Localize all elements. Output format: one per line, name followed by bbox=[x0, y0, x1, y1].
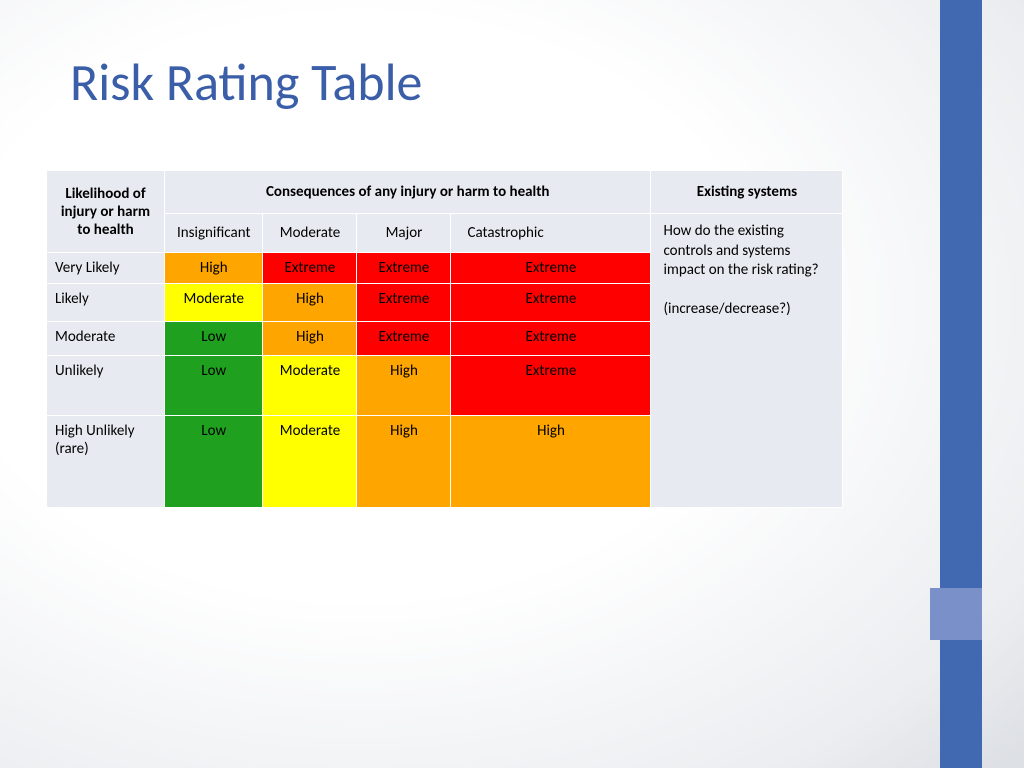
rating-4-0: Low bbox=[165, 416, 263, 508]
subheader-moderate: Moderate bbox=[263, 214, 357, 253]
rating-3-1: Moderate bbox=[263, 356, 357, 416]
rating-1-2: Extreme bbox=[357, 284, 451, 322]
subheader-insignificant: Insignificant bbox=[165, 214, 263, 253]
likelihood-row-1: Likely bbox=[47, 284, 165, 322]
rating-1-3: Extreme bbox=[451, 284, 651, 322]
risk-matrix-table: Likelihood of injury or harm to health C… bbox=[46, 170, 843, 508]
rating-0-0: High bbox=[165, 253, 263, 284]
header-consequences: Consequences of any injury or harm to he… bbox=[165, 171, 651, 214]
header-existing: Existing systems bbox=[651, 171, 843, 214]
rating-3-3: Extreme bbox=[451, 356, 651, 416]
header-likelihood: Likelihood of injury or harm to health bbox=[47, 171, 165, 253]
rating-1-0: Moderate bbox=[165, 284, 263, 322]
subheader-major: Major bbox=[357, 214, 451, 253]
side-accent bbox=[930, 588, 982, 640]
rating-2-2: Extreme bbox=[357, 322, 451, 356]
likelihood-row-0: Very Likely bbox=[47, 253, 165, 284]
existing-systems-text: How do the existing controls and systems… bbox=[651, 214, 843, 508]
rating-2-0: Low bbox=[165, 322, 263, 356]
likelihood-row-3: Unlikely bbox=[47, 356, 165, 416]
likelihood-row-4: High Unlikely (rare) bbox=[47, 416, 165, 508]
rating-2-3: Extreme bbox=[451, 322, 651, 356]
rating-4-3: High bbox=[451, 416, 651, 508]
rating-1-1: High bbox=[263, 284, 357, 322]
rating-3-0: Low bbox=[165, 356, 263, 416]
rating-3-2: High bbox=[357, 356, 451, 416]
subheader-catastrophic: Catastrophic bbox=[451, 214, 651, 253]
rating-0-3: Extreme bbox=[451, 253, 651, 284]
rating-0-2: Extreme bbox=[357, 253, 451, 284]
rating-4-1: Moderate bbox=[263, 416, 357, 508]
rating-2-1: High bbox=[263, 322, 357, 356]
side-stripe bbox=[940, 0, 982, 768]
likelihood-row-2: Moderate bbox=[47, 322, 165, 356]
rating-0-1: Extreme bbox=[263, 253, 357, 284]
rating-4-2: High bbox=[357, 416, 451, 508]
page-title: Risk Rating Table bbox=[70, 50, 422, 114]
